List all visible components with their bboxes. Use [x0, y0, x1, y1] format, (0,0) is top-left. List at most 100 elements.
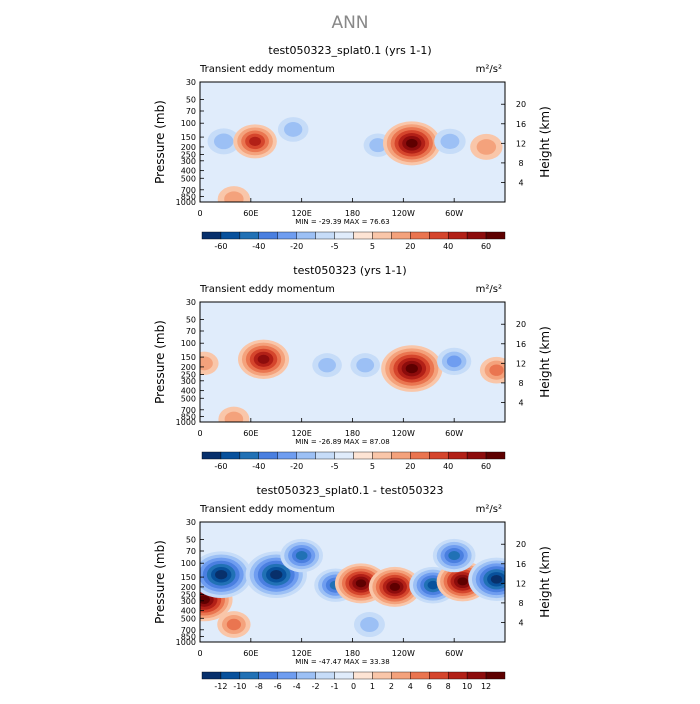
y-right-axis-label: Height (km): [538, 546, 552, 617]
colorbar-label: -40: [252, 242, 265, 251]
y-tick-label: 200: [181, 143, 196, 152]
x-tick-label: 120E: [292, 209, 312, 218]
x-tick-label: 120W: [392, 429, 415, 438]
y-tick-label: 150: [181, 353, 196, 362]
y-tick-label: 70: [186, 107, 196, 116]
y-tick-label: 400: [181, 607, 196, 616]
contour-blob: [446, 355, 462, 368]
y-tick-label: 700: [181, 186, 196, 195]
y-tick-label: 50: [186, 95, 196, 104]
contour-blob: [389, 582, 401, 591]
colorbar-swatch: [296, 451, 316, 460]
contour-blob: [214, 133, 234, 150]
colorbar-label: -60: [214, 242, 227, 251]
x-tick-label: 0: [197, 649, 202, 658]
y-tick-label: 70: [186, 547, 196, 556]
y-right-tick-label: 16: [516, 340, 526, 349]
colorbar-label: 4: [408, 682, 413, 691]
x-tick-label: 60E: [243, 429, 258, 438]
contour-blob: [257, 354, 270, 364]
colorbar-label: 6: [427, 682, 432, 691]
y-tick-label: 1000: [176, 638, 196, 647]
colorbar-swatch: [410, 671, 430, 680]
y-tick-label: 500: [181, 394, 196, 403]
y-right-axis-label: Height (km): [538, 106, 552, 177]
colorbar-label: -60: [214, 462, 227, 471]
y-tick-label: 30: [186, 78, 196, 87]
colorbar-label: 20: [405, 462, 415, 471]
y-right-tick-label: 16: [516, 560, 526, 569]
y-tick-label: 50: [186, 535, 196, 544]
y-tick-label: 250: [181, 151, 196, 160]
y-right-tick-label: 20: [516, 100, 526, 109]
colorbar-swatch: [353, 451, 373, 460]
x-tick-label: 180: [345, 429, 360, 438]
y-right-tick-label: 20: [516, 320, 526, 329]
field-label: Transient eddy momentum: [199, 504, 335, 515]
colorbar-label: -6: [274, 682, 282, 691]
contour-blob: [224, 191, 244, 202]
contour-blob: [406, 138, 418, 148]
colorbar-swatch: [447, 451, 468, 460]
colorbar-swatch: [391, 231, 411, 240]
y-tick-label: 700: [181, 406, 196, 415]
panel-title: test050323 (yrs 1-1): [293, 264, 406, 277]
colorbar-swatch: [201, 671, 222, 680]
colorbar-label: 20: [405, 242, 415, 251]
colorbar-label: 60: [481, 462, 491, 471]
contour-blob: [360, 617, 379, 633]
y-axis-label: Pressure (mb): [153, 540, 167, 624]
colorbar-swatch: [429, 451, 449, 460]
y-tick-label: 1000: [176, 418, 196, 427]
contour-blob: [476, 139, 497, 155]
y-right-axis-label: Height (km): [538, 326, 552, 397]
y-tick-label: 500: [181, 614, 196, 623]
y-tick-label: 200: [181, 363, 196, 372]
y-tick-label: 300: [181, 597, 196, 606]
colorbar-label: 1: [370, 682, 375, 691]
colorbar-swatch: [201, 231, 222, 240]
colorbar-swatch: [391, 671, 411, 680]
colorbar-swatch: [258, 671, 278, 680]
colorbar-swatch: [410, 231, 430, 240]
colorbar-label: 2: [389, 682, 394, 691]
y-right-tick-label: 20: [516, 540, 526, 549]
y-tick-label: 30: [186, 518, 196, 527]
colorbar-label: 8: [446, 682, 451, 691]
contour-field: [200, 339, 505, 422]
y-right-tick-label: 12: [516, 579, 526, 588]
contour-blob: [490, 574, 503, 584]
colorbar-label: -5: [331, 462, 339, 471]
x-tick-label: 120E: [292, 649, 312, 658]
y-right-tick-label: 4: [518, 178, 523, 187]
contour-blob: [295, 551, 308, 561]
colorbar-label: 40: [443, 242, 453, 251]
colorbar-label: -8: [255, 682, 263, 691]
stats-label: MIN = -47.47 MAX = 33.38: [295, 658, 389, 666]
y-tick-label: 200: [181, 583, 196, 592]
y-tick-label: 50: [186, 315, 196, 324]
colorbar-swatch: [334, 231, 354, 240]
contour-blob: [457, 577, 468, 586]
x-tick-label: 60W: [445, 649, 463, 658]
y-tick-label: 300: [181, 157, 196, 166]
colorbar-swatch: [372, 231, 392, 240]
contour-blob: [249, 136, 262, 146]
panel-title: test050323_splat0.1 (yrs 1-1): [268, 44, 431, 57]
y-right-tick-label: 4: [518, 618, 523, 627]
colorbar-swatch: [277, 451, 297, 460]
y-right-tick-label: 12: [516, 139, 526, 148]
colorbar-swatch: [239, 231, 260, 240]
colorbar-label: -10: [233, 682, 246, 691]
y-right-tick-label: 4: [518, 398, 523, 407]
colorbar-swatch: [258, 231, 278, 240]
y-tick-label: 100: [181, 339, 196, 348]
y-tick-label: 100: [181, 559, 196, 568]
colorbar-swatch: [372, 671, 392, 680]
colorbar-label: -20: [290, 462, 303, 471]
colorbar-swatch: [447, 671, 468, 680]
contour-blob: [440, 133, 460, 149]
y-tick-label: 150: [181, 573, 196, 582]
x-tick-label: 60E: [243, 209, 258, 218]
